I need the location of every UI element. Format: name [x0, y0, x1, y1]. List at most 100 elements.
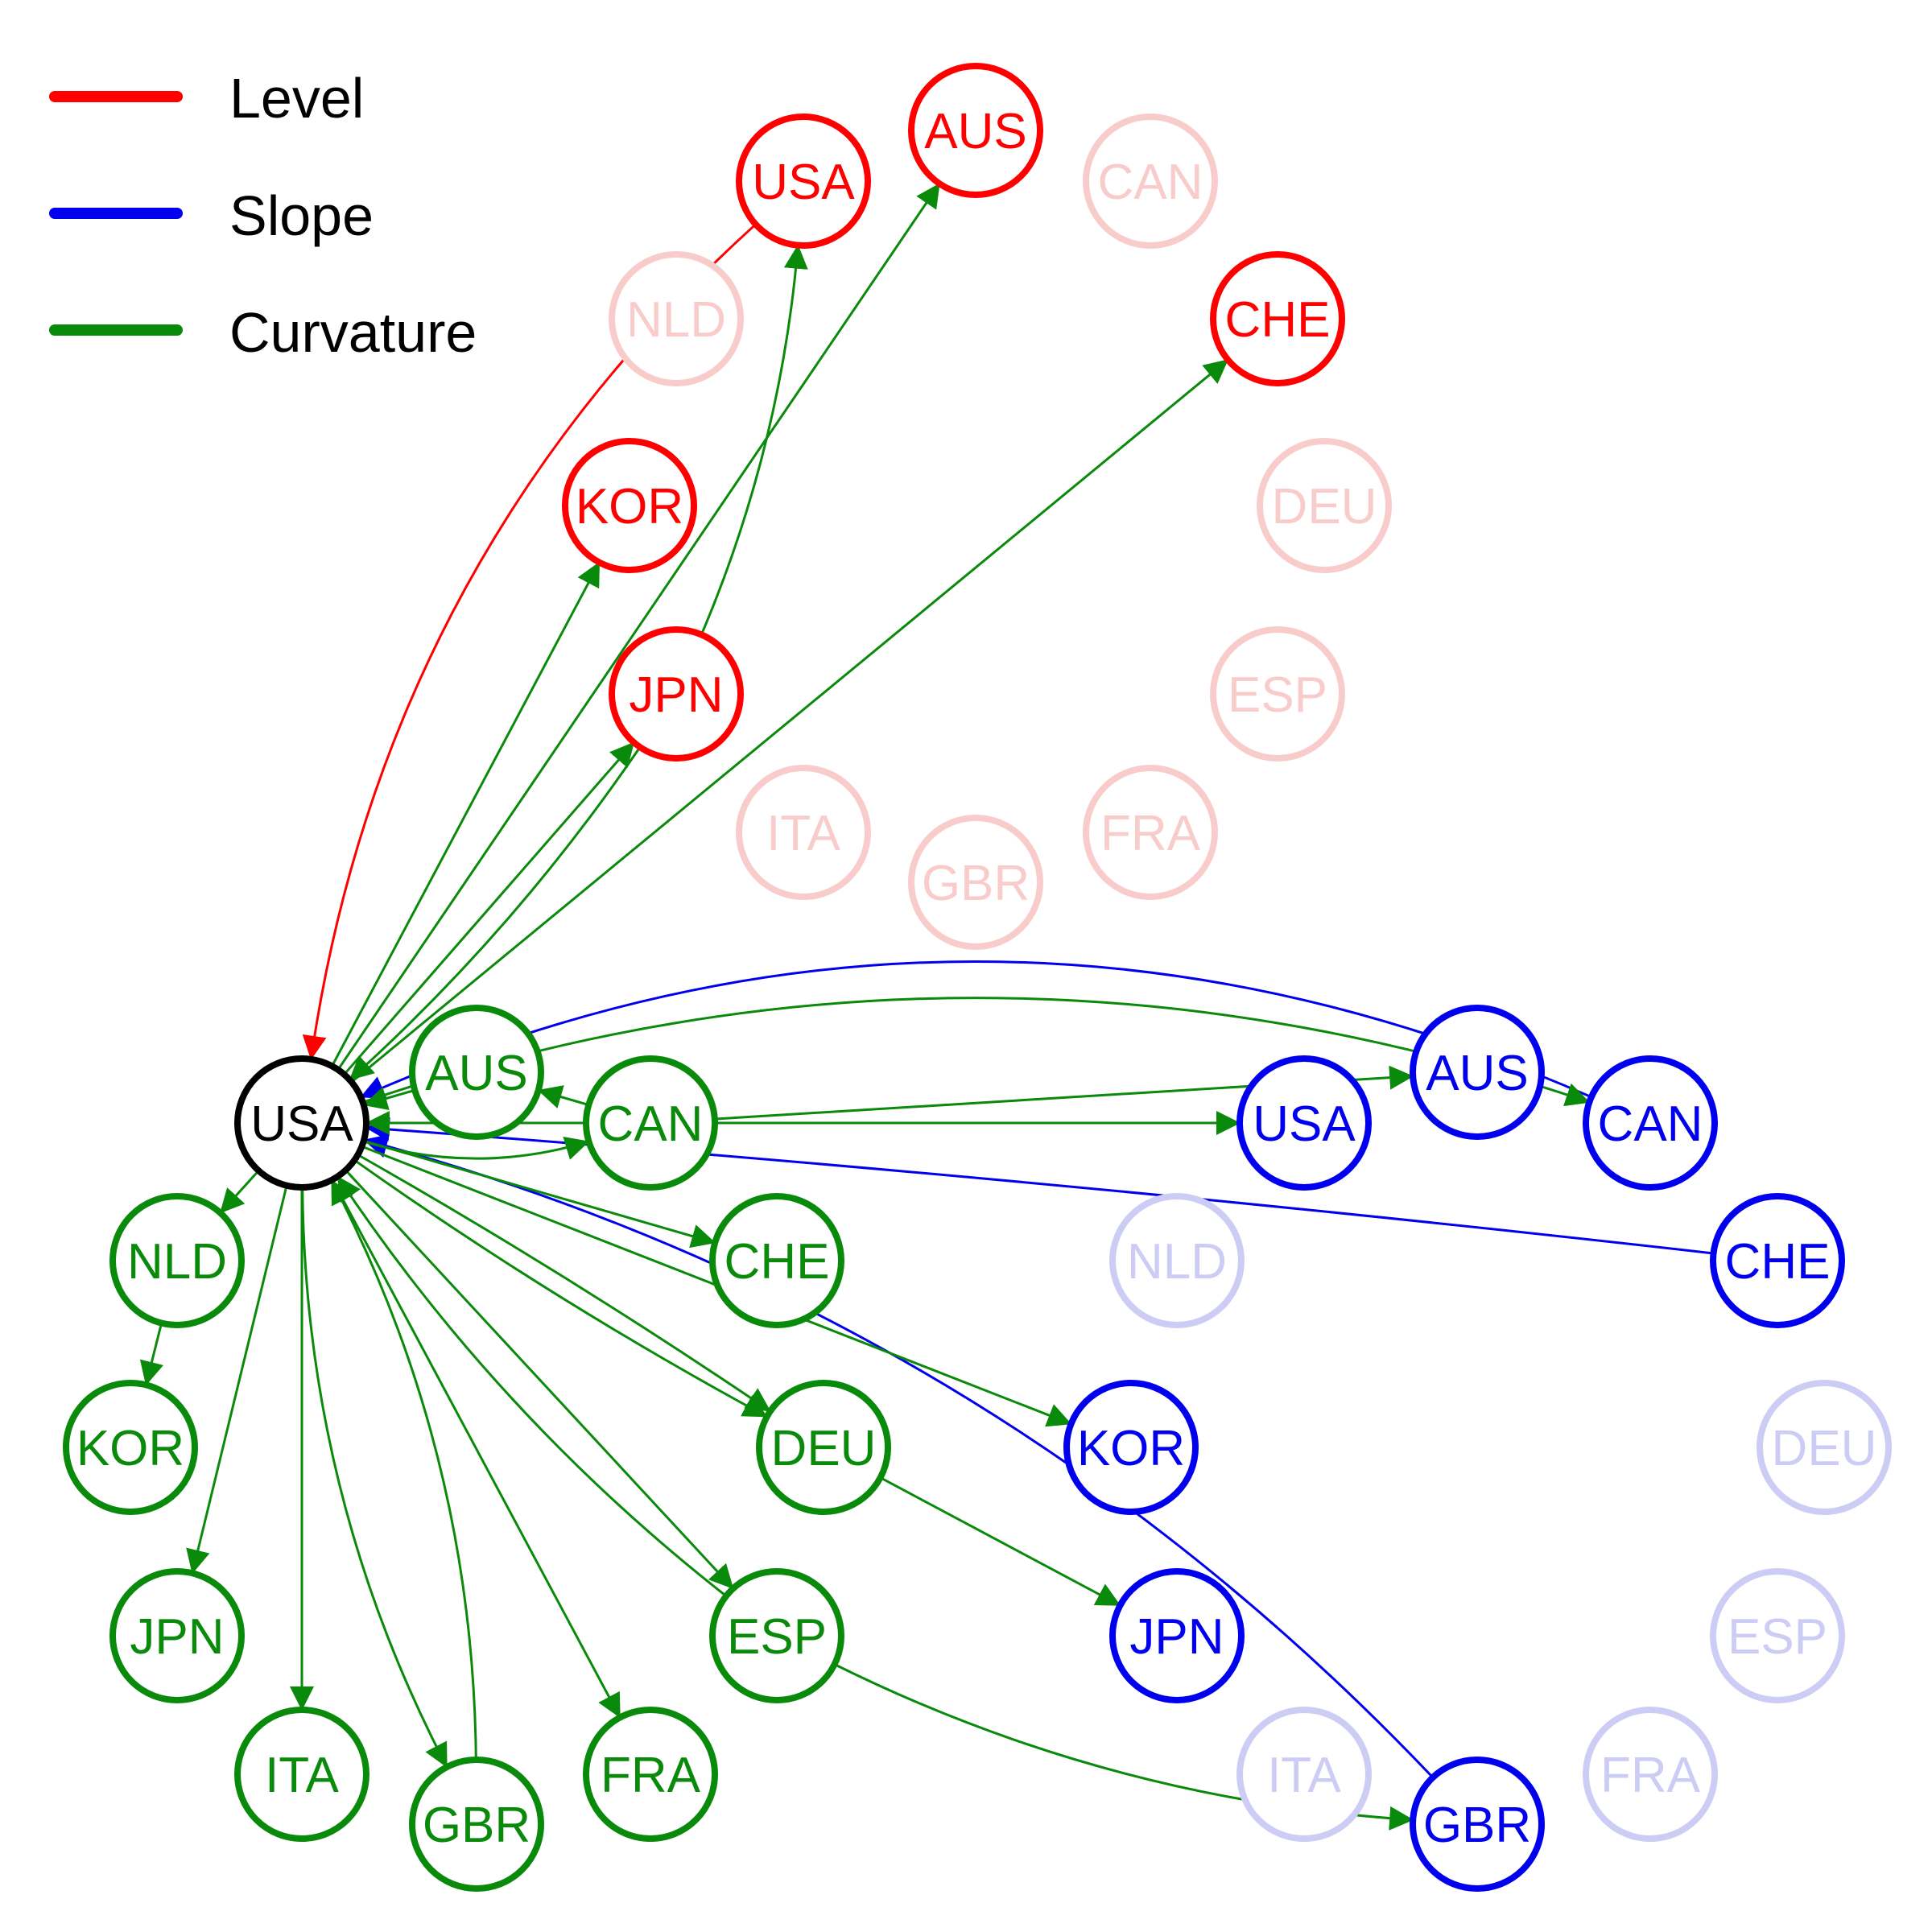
level-node-deu-circle [1257, 438, 1392, 573]
level-node-esp-circle [1210, 626, 1345, 762]
edge-center-to-curv-che [363, 1139, 716, 1249]
curvature-node-fra-circle [583, 1707, 718, 1842]
curvature-node-gbr: GBR [409, 1757, 544, 1892]
slope-node-usa-circle [1236, 1055, 1372, 1191]
curvature-node-aus-circle [409, 1005, 544, 1140]
slope-node-can: CAN [1583, 1055, 1718, 1191]
slope-node-nld-label: NLD [1127, 1234, 1227, 1290]
curvature-node-che: CHE [709, 1193, 844, 1328]
slope-node-fra: FRA [1583, 1707, 1718, 1842]
edge-center-to-curv-esp [345, 1169, 734, 1590]
slope-node-kor-label: KOR [1077, 1421, 1185, 1476]
slope-node-esp-label: ESP [1728, 1609, 1827, 1665]
level-node-usa: USA [736, 114, 871, 249]
slope-node-usa: USA [1236, 1055, 1372, 1191]
edge-curv-nld-to-curv-kor [139, 1323, 164, 1386]
curvature-node-deu: DEU [756, 1380, 891, 1515]
nodes: USA AUS CAN NLD CHE KOR DEU JPN ESP ITA FRA GBR AUS U… [63, 63, 1892, 1892]
legend-curvature-label: Curvature [229, 301, 477, 364]
slope-node-gbr-circle [1410, 1757, 1545, 1892]
slope-node-ita-circle [1236, 1707, 1372, 1842]
curvature-node-che-circle [709, 1193, 844, 1328]
curvature-node-kor: KOR [63, 1380, 198, 1515]
curvature-node-nld: NLD [109, 1193, 245, 1328]
edge-level-jpn-to-center [349, 746, 642, 1081]
legend-slope-label: Slope [229, 184, 374, 247]
edge-curv-esp-to-center [336, 1175, 727, 1597]
curvature-node-kor-circle [63, 1380, 198, 1515]
curvature-node-gbr-circle [409, 1757, 544, 1892]
slope-node-che-circle [1710, 1193, 1845, 1328]
edge-center-to-curv-can [363, 1136, 590, 1160]
curvature-node-ita-circle [234, 1707, 369, 1842]
level-node-ita-label: ITA [766, 806, 840, 861]
edge-slope-can-to-center [360, 960, 1592, 1099]
curvature-node-jpn-circle [109, 1568, 245, 1703]
curvature-node-gbr-label: GBR [423, 1798, 530, 1853]
slope-node-gbr: GBR [1410, 1757, 1545, 1892]
level-node-gbr: GBR [908, 815, 1043, 950]
slope-node-jpn: JPN [1109, 1568, 1245, 1703]
level-node-kor-label: KOR [576, 479, 683, 535]
edge-curv-deu-to-slope-jpn [879, 1476, 1121, 1606]
slope-node-fra-circle [1583, 1707, 1718, 1842]
slope-node-ita-label: ITA [1267, 1748, 1341, 1803]
curvature-node-che-label: CHE [724, 1234, 830, 1290]
edge-curv-gbr-to-center [331, 1179, 477, 1761]
level-node-can-label: CAN [1098, 155, 1203, 210]
edge-center-to-curv-deu-2 [357, 1154, 771, 1412]
level-node-ita-circle [736, 765, 871, 900]
curvature-node-can-label: CAN [598, 1096, 704, 1152]
curvature-node-can: CAN [583, 1055, 718, 1191]
level-node-can-circle [1083, 114, 1218, 249]
level-node-che: CHE [1210, 251, 1345, 386]
curvature-node-esp: ESP [709, 1568, 844, 1703]
slope-node-esp-circle [1710, 1568, 1845, 1703]
curvature-node-nld-label: NLD [127, 1234, 227, 1290]
slope-node-can-circle [1583, 1055, 1718, 1191]
edge-center-to-curv-fra [331, 1179, 621, 1719]
slope-node-usa-label: USA [1253, 1096, 1356, 1152]
curvature-node-fra-label: FRA [601, 1748, 701, 1803]
level-node-che-circle [1210, 251, 1345, 386]
curvature-node-esp-label: ESP [727, 1609, 827, 1665]
slope-node-fra-label: FRA [1600, 1748, 1701, 1803]
level-node-usa-circle [736, 114, 871, 249]
edge-center-to-level-aus [336, 183, 940, 1071]
edge-center-to-curv-jpn [186, 1185, 288, 1575]
edge-center-to-level-jpn [343, 741, 635, 1075]
curvature-node-jpn: JPN [109, 1568, 245, 1703]
slope-node-che: CHE [1710, 1193, 1845, 1328]
center-node-usa-label: USA [250, 1096, 353, 1152]
level-node-jpn-label: JPN [629, 667, 723, 723]
level-node-aus-label: AUS [924, 104, 1026, 159]
level-node-kor-circle [562, 438, 697, 573]
center-node-usa: USA [234, 1055, 369, 1191]
legend: Level Slope Curvature [49, 67, 477, 364]
curvature-node-ita: ITA [234, 1707, 369, 1842]
level-node-fra: FRA [1083, 765, 1218, 900]
level-node-fra-label: FRA [1100, 806, 1201, 861]
level-node-ita: ITA [736, 765, 871, 900]
level-node-aus: AUS [908, 63, 1043, 198]
curvature-node-aus-label: AUS [425, 1046, 527, 1101]
edge-center-to-level-kor [331, 561, 601, 1067]
level-node-esp-label: ESP [1228, 667, 1327, 723]
slope-node-kor-circle [1063, 1380, 1199, 1515]
level-node-can: CAN [1083, 114, 1218, 249]
level-node-deu-label: DEU [1272, 479, 1377, 535]
edge-center-to-slope-can [362, 997, 1591, 1107]
slope-node-aus: AUS [1410, 1005, 1545, 1140]
slope-node-nld-circle [1109, 1193, 1245, 1328]
slope-node-jpn-circle [1109, 1568, 1245, 1703]
curvature-node-aus: AUS [409, 1005, 544, 1140]
curvature-node-ita-label: ITA [265, 1748, 339, 1803]
edges [139, 183, 1714, 1831]
slope-node-kor: KOR [1063, 1380, 1199, 1515]
curvature-node-fra: FRA [583, 1707, 718, 1842]
level-node-deu: DEU [1257, 438, 1392, 573]
level-node-jpn-circle [609, 626, 744, 762]
level-node-nld: NLD [609, 251, 744, 386]
slope-node-deu-circle [1757, 1380, 1892, 1515]
